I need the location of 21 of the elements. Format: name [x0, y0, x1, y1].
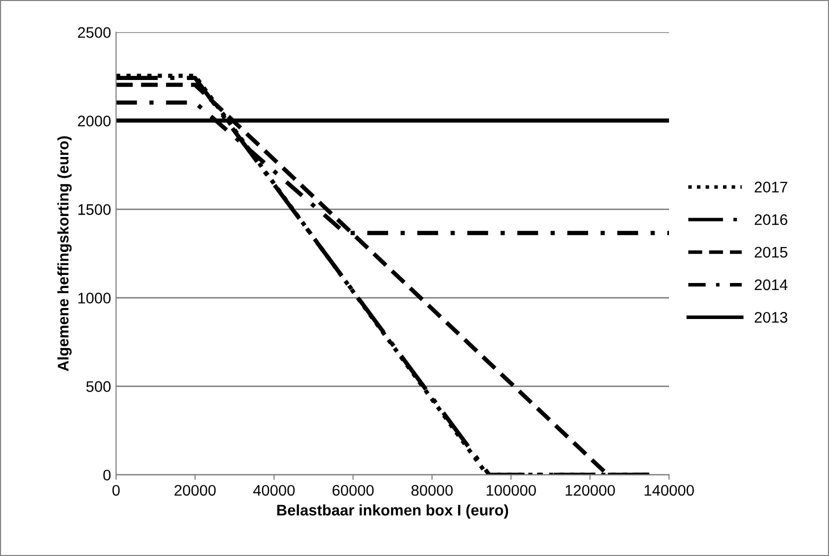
y-axis-title: Algemene heffingskorting (euro)	[57, 136, 72, 372]
y-tick-label: 0	[103, 470, 111, 481]
legend-label: 2015	[754, 246, 788, 258]
y-tick-label: 1000	[78, 292, 111, 304]
x-tick-label: 60000	[332, 484, 374, 496]
x-axis-title: Belastbaar inkomen box I (euro)	[277, 504, 508, 519]
y-tick-label: 500	[86, 381, 111, 392]
x-tick-label: 20000	[174, 484, 216, 496]
x-tick-label: 0	[112, 484, 120, 496]
y-tick-label: 2500	[78, 27, 111, 38]
x-tick-label: 80000	[411, 484, 453, 496]
y-tick-label: 1500	[78, 204, 111, 215]
x-tick-label: 100000	[486, 484, 536, 496]
legend-label: 2013	[754, 312, 788, 323]
legend-label: 2014	[754, 279, 788, 290]
legend-label: 2016	[754, 214, 788, 226]
x-tick-label: 40000	[253, 484, 295, 496]
x-tick-label: 140000	[644, 484, 694, 496]
x-tick-label: 120000	[566, 484, 615, 496]
y-tick-label: 2000	[78, 116, 111, 126]
legend-label: 2017	[754, 182, 788, 192]
